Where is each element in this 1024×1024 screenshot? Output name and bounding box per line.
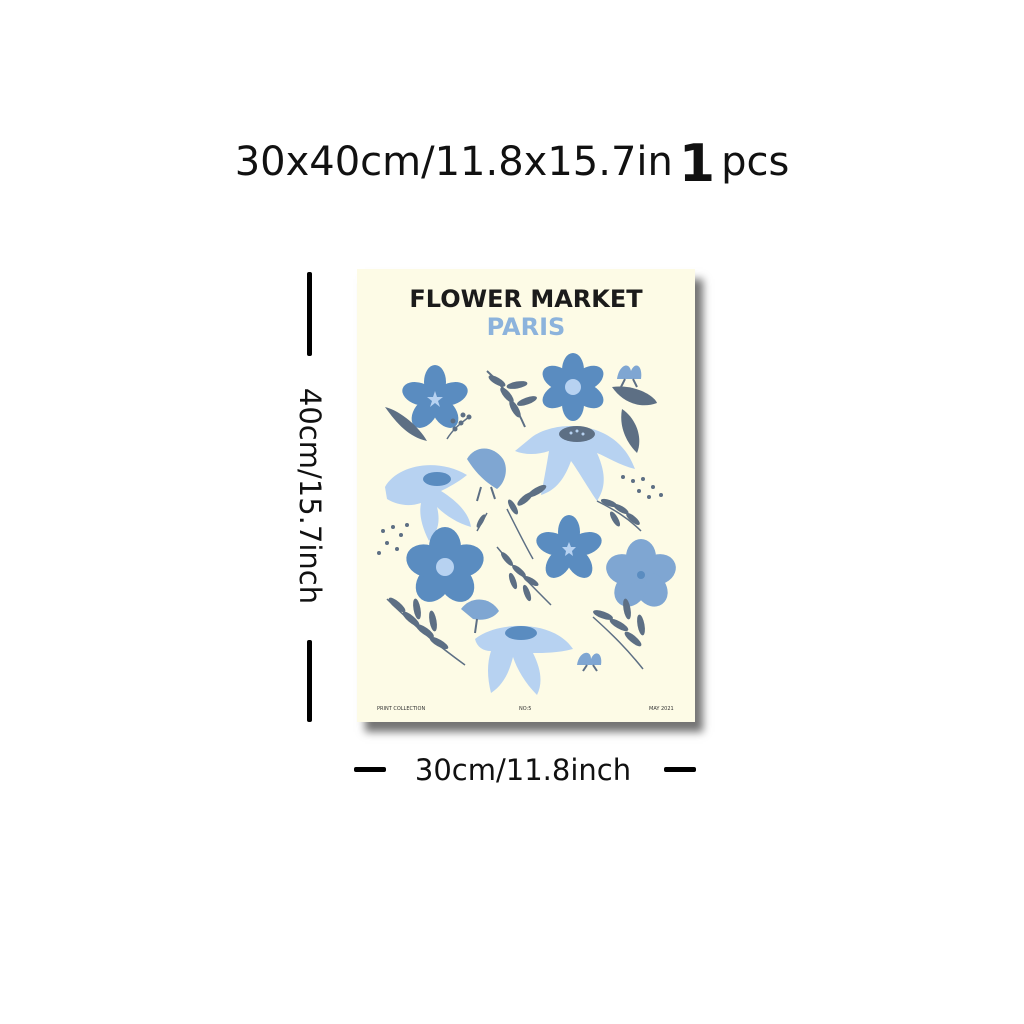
bottom-daisy-icon: [475, 625, 573, 695]
poster-print: FLOWER MARKET PARIS: [357, 269, 695, 722]
poster-footer-left: PRINT COLLECTION: [377, 706, 426, 712]
center-sprig-icon: [476, 484, 547, 560]
poster-footer-center: NO:5: [519, 706, 532, 712]
height-dimension-label: 40cm/15.7inch: [293, 387, 327, 605]
poster-subtitle: PARIS: [486, 313, 566, 341]
dot-cluster-icon: [621, 475, 663, 499]
poster-footer-right: MAY 2021: [649, 706, 674, 712]
dark-leaf-icon: [612, 386, 657, 406]
width-dimension-bar-left: [354, 767, 386, 772]
small-bud-icon: [577, 652, 602, 672]
dark-leaf-icon: [385, 407, 427, 441]
quantity-unit: pcs: [721, 139, 790, 185]
left-lower-sprig-icon: [386, 597, 466, 666]
product-size-headline: 30x40cm/11.8x15.7in 1 pcs: [0, 138, 1024, 190]
size-text: 30x40cm/11.8x15.7in: [234, 139, 673, 185]
fan-flower-icon: [461, 599, 499, 634]
berry-sprig-icon: [446, 412, 472, 440]
right-sprig-icon: [596, 498, 642, 532]
round-flower-icon: [406, 527, 484, 602]
floral-illustration: [377, 353, 676, 695]
star-flower-icon: [399, 365, 471, 433]
poster-title: FLOWER MARKET: [409, 285, 643, 313]
large-daisy-icon: [515, 426, 635, 501]
quantity-number: 1: [678, 134, 716, 194]
round-flower-icon: [538, 353, 608, 421]
width-dimension-bar-right: [664, 767, 696, 772]
width-dimension-label: 30cm/11.8inch: [414, 753, 632, 787]
star-flower-icon: [533, 515, 605, 583]
dark-leaf-icon: [621, 409, 640, 453]
height-dimension-bar-bottom: [307, 640, 312, 722]
dot-cluster-icon: [377, 523, 409, 555]
small-bud-icon: [617, 365, 642, 388]
fan-flower-icon: [467, 448, 506, 502]
hibiscus-icon: [606, 539, 676, 607]
leaf-sprig-icon: [486, 370, 537, 428]
left-daisy-icon: [385, 465, 471, 541]
height-dimension-bar-top: [307, 272, 312, 356]
right-lower-sprig-icon: [592, 598, 645, 670]
center-lower-sprig-icon: [496, 546, 552, 606]
